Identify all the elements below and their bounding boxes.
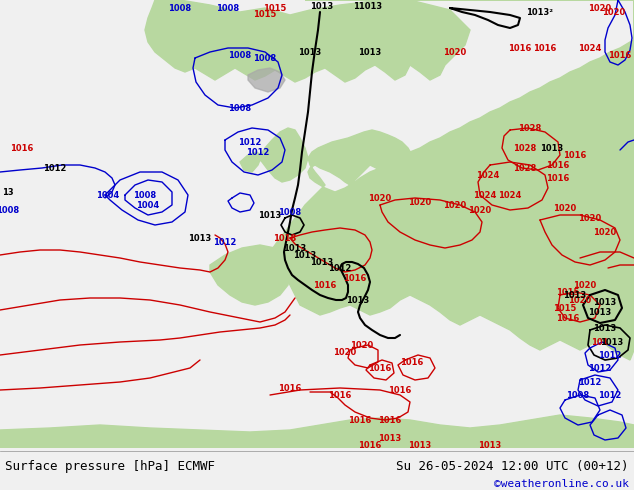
Text: 1013: 1013 (564, 291, 586, 299)
Polygon shape (258, 128, 308, 182)
Text: 1008: 1008 (228, 103, 252, 113)
Text: 1016: 1016 (378, 416, 402, 424)
Text: 1020: 1020 (553, 203, 577, 213)
Text: 1013: 1013 (600, 338, 624, 346)
Text: 1020: 1020 (368, 194, 392, 202)
Text: 1013: 1013 (311, 1, 333, 10)
Text: 1020: 1020 (408, 197, 432, 206)
Text: 1008: 1008 (278, 207, 302, 217)
Polygon shape (0, 415, 634, 448)
Text: 1016: 1016 (564, 150, 586, 160)
Text: 1016: 1016 (547, 173, 570, 182)
Text: 1016: 1016 (400, 358, 424, 367)
Text: 1016: 1016 (533, 44, 557, 52)
Text: 1024: 1024 (474, 191, 496, 199)
Text: 1020: 1020 (573, 280, 597, 290)
Text: 1008: 1008 (216, 3, 240, 13)
Text: 1016: 1016 (313, 280, 337, 290)
Text: 1013: 1013 (299, 48, 321, 56)
Text: 1016: 1016 (328, 391, 352, 399)
Text: 1013: 1013 (588, 308, 612, 317)
Text: 1008: 1008 (228, 50, 252, 59)
Text: 1016: 1016 (344, 273, 366, 283)
Text: 1015: 1015 (556, 288, 579, 296)
Text: 1004: 1004 (96, 191, 120, 199)
Text: 1012: 1012 (578, 377, 602, 387)
Text: 101: 101 (592, 338, 609, 346)
Text: 1024: 1024 (498, 191, 522, 199)
Text: 1013: 1013 (540, 144, 564, 152)
Text: Su 26-05-2024 12:00 UTC (00+12): Su 26-05-2024 12:00 UTC (00+12) (396, 460, 629, 473)
Text: 1013: 1013 (378, 434, 401, 442)
Text: 1016: 1016 (608, 50, 631, 59)
Text: 1024: 1024 (476, 171, 500, 179)
Text: 1020: 1020 (568, 295, 592, 304)
Text: 1016: 1016 (556, 314, 579, 322)
Text: 1018: 1018 (273, 234, 297, 243)
Text: 1020: 1020 (602, 7, 626, 17)
Text: 1020: 1020 (351, 341, 373, 349)
Text: 13: 13 (2, 188, 14, 196)
Text: 1013: 1013 (593, 297, 617, 307)
Text: 1012: 1012 (247, 147, 269, 156)
Text: 1013: 1013 (311, 258, 333, 267)
Text: 1015: 1015 (263, 3, 287, 13)
Polygon shape (145, 0, 470, 82)
Text: 1012: 1012 (43, 164, 67, 172)
Text: 1012: 1012 (588, 364, 612, 372)
Text: 1016: 1016 (10, 144, 34, 152)
Text: 1020: 1020 (443, 200, 467, 210)
Text: 1013: 1013 (408, 441, 432, 449)
Text: 1016: 1016 (508, 44, 532, 52)
Text: ©weatheronline.co.uk: ©weatheronline.co.uk (494, 479, 629, 489)
Text: 1016: 1016 (547, 161, 570, 170)
Text: 1013: 1013 (259, 211, 281, 220)
Text: 1013²: 1013² (526, 7, 553, 17)
Text: 1016: 1016 (278, 384, 302, 392)
Text: 1008: 1008 (254, 53, 276, 63)
Text: 1015: 1015 (553, 303, 577, 313)
Text: Surface pressure [hPa] ECMWF: Surface pressure [hPa] ECMWF (5, 460, 215, 473)
Text: 1008: 1008 (566, 391, 590, 399)
Polygon shape (240, 152, 262, 172)
Text: 11013: 11013 (353, 1, 382, 10)
Text: 1016: 1016 (368, 364, 392, 372)
Text: 1008: 1008 (0, 205, 20, 215)
Text: 1020: 1020 (593, 227, 617, 237)
Text: 1028: 1028 (519, 123, 541, 132)
Text: 1015: 1015 (254, 9, 276, 19)
Text: 1013: 1013 (358, 48, 382, 56)
Text: 1013: 1013 (479, 441, 501, 449)
Text: 1020: 1020 (588, 3, 612, 13)
Text: 1024: 1024 (578, 44, 602, 52)
Polygon shape (210, 245, 290, 305)
Text: 1020: 1020 (578, 214, 602, 222)
Text: 1013: 1013 (294, 250, 316, 260)
Text: 1012: 1012 (238, 138, 262, 147)
Text: 1028: 1028 (514, 164, 536, 172)
Text: 1004: 1004 (136, 200, 160, 210)
Text: 1016: 1016 (358, 441, 382, 449)
Text: 1008: 1008 (169, 3, 191, 13)
Polygon shape (248, 68, 285, 92)
Text: 1020: 1020 (469, 205, 491, 215)
Text: 1016: 1016 (388, 386, 411, 394)
Text: 1012: 1012 (598, 391, 622, 399)
Text: 1013: 1013 (283, 244, 307, 252)
Polygon shape (270, 0, 634, 360)
Text: 1013: 1013 (346, 295, 370, 304)
Text: 1013: 1013 (593, 323, 617, 333)
Text: 1013: 1013 (188, 234, 212, 243)
Text: 1016: 1016 (348, 416, 372, 424)
Text: 1008: 1008 (133, 191, 157, 199)
Text: 1012: 1012 (598, 350, 622, 360)
Text: 1012: 1012 (328, 264, 352, 272)
Text: 1028: 1028 (514, 144, 536, 152)
Text: 1012: 1012 (213, 238, 236, 246)
Text: 1020: 1020 (443, 48, 467, 56)
Text: 1020: 1020 (333, 347, 356, 357)
